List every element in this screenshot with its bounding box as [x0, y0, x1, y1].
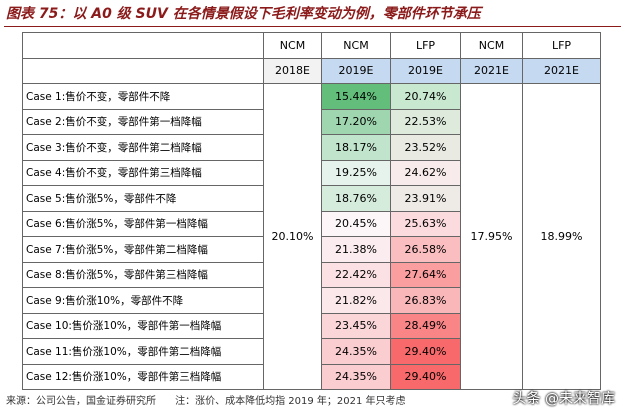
title-rule [4, 26, 621, 27]
header-cell [22, 57, 264, 84]
case-label: Case 5:售价涨5%，零部件不降 [22, 185, 264, 212]
case-label: Case 9:售价涨10%，零部件不降 [22, 287, 264, 314]
value-cell: 15.44% [321, 83, 391, 110]
header-cell: NCM [263, 32, 322, 59]
case-label: Case 12:售价涨10%，零部件第三档降幅 [22, 363, 264, 390]
header-cell: 2019E [321, 57, 391, 84]
footer: 来源：公司公告，国金证券研究所 注：涨价、成本降低均指 2019 年；2021 … [6, 392, 406, 407]
value-cell: 24.35% [321, 338, 391, 365]
value-cell: 21.38% [321, 236, 391, 263]
case-label: Case 8:售价涨5%，零部件第三档降幅 [22, 261, 264, 288]
merged-cell: 20.10% [263, 83, 322, 390]
body-row: Case 4:售价不变，零部件第三档降幅 19.25% 24.62% [22, 159, 601, 186]
case-label: Case 10:售价涨10%，零部件第一档降幅 [22, 312, 264, 339]
body-row: Case 5:售价涨5%，零部件不降 18.76% 23.91% [22, 185, 601, 212]
body-row: Case 10:售价涨10%，零部件第一档降幅 23.45% 28.49% [22, 312, 601, 339]
header-cell: 2018E [263, 57, 322, 84]
title: 图表 75：以 A0 级 SUV 在各情景假设下毛利率变动为例，零部件环节承压 [6, 6, 481, 22]
header-cell [22, 32, 264, 59]
value-cell: 25.63% [390, 210, 461, 237]
case-label: Case 7:售价涨5%，零部件第二档降幅 [22, 236, 264, 263]
body-row: Case 2:售价不变，零部件第一档降幅 17.20% 22.53% [22, 108, 601, 135]
value-cell: 28.49% [390, 312, 461, 339]
case-label: Case 1:售价不变，零部件不降 [22, 83, 264, 110]
note: 注：涨价、成本降低均指 2019 年；2021 年只考虑 [175, 396, 406, 407]
case-label: Case 2:售价不变，零部件第一档降幅 [22, 108, 264, 135]
value-cell: 23.45% [321, 312, 391, 339]
value-cell: 26.58% [390, 236, 461, 263]
header-row: NCM NCM LFP NCM LFP [22, 32, 601, 59]
merged-cell: 18.99% [522, 83, 601, 390]
value-cell: 24.35% [321, 363, 391, 390]
value-cell: 20.74% [390, 83, 461, 110]
header-cell: 2021E [460, 57, 523, 84]
body-row: Case 6:售价涨5%，零部件第一档降幅 20.45% 25.63% [22, 210, 601, 237]
value-cell: 24.62% [390, 159, 461, 186]
value-cell: 23.91% [390, 185, 461, 212]
header-cell: LFP [522, 32, 601, 59]
body-row: Case 3:售价不变，零部件第二档降幅 18.17% 23.52% [22, 134, 601, 161]
value-cell: 20.45% [321, 210, 391, 237]
value-cell: 29.40% [390, 363, 461, 390]
case-label: Case 11:售价涨10%，零部件第二档降幅 [22, 338, 264, 365]
watermark: 头条 @未来智库 [512, 391, 615, 407]
value-cell: 17.20% [321, 108, 391, 135]
source: 来源：公司公告，国金证券研究所 [6, 396, 156, 407]
case-label: Case 6:售价涨5%，零部件第一档降幅 [22, 210, 264, 237]
table: NCM NCM LFP NCM LFP 2018E 2019E 2019E 2021E 2021E… [22, 32, 601, 390]
body-row: Case 7:售价涨5%，零部件第二档降幅 21.38% 26.58% [22, 236, 601, 263]
value-cell: 22.42% [321, 261, 391, 288]
body-row: Case 1:售价不变，零部件不降 20.10% 15.44% 20.74% 17.95… [22, 83, 601, 390]
body-row: Case 12:售价涨10%，零部件第三档降幅 24.35% 29.40% [22, 363, 601, 390]
header-cell: NCM [460, 32, 523, 59]
header-cell: 2021E [522, 57, 601, 84]
merged-cell: 17.95% [460, 83, 523, 390]
value-cell: 23.52% [390, 134, 461, 161]
header-cell: NCM [321, 32, 391, 59]
value-cell: 21.82% [321, 287, 391, 314]
value-cell: 29.40% [390, 338, 461, 365]
header-cell: LFP [390, 32, 461, 59]
case-label: Case 3:售价不变，零部件第二档降幅 [22, 134, 264, 161]
body-row: Case 8:售价涨5%，零部件第三档降幅 22.42% 27.64% [22, 261, 601, 288]
value-cell: 19.25% [321, 159, 391, 186]
header-row: 2018E 2019E 2019E 2021E 2021E [22, 57, 601, 84]
value-cell: 18.17% [321, 134, 391, 161]
value-cell: 18.76% [321, 185, 391, 212]
value-cell: 27.64% [390, 261, 461, 288]
header-cell: 2019E [390, 57, 461, 84]
case-label: Case 4:售价不变，零部件第三档降幅 [22, 159, 264, 186]
value-cell: 22.53% [390, 108, 461, 135]
value-cell: 26.83% [390, 287, 461, 314]
